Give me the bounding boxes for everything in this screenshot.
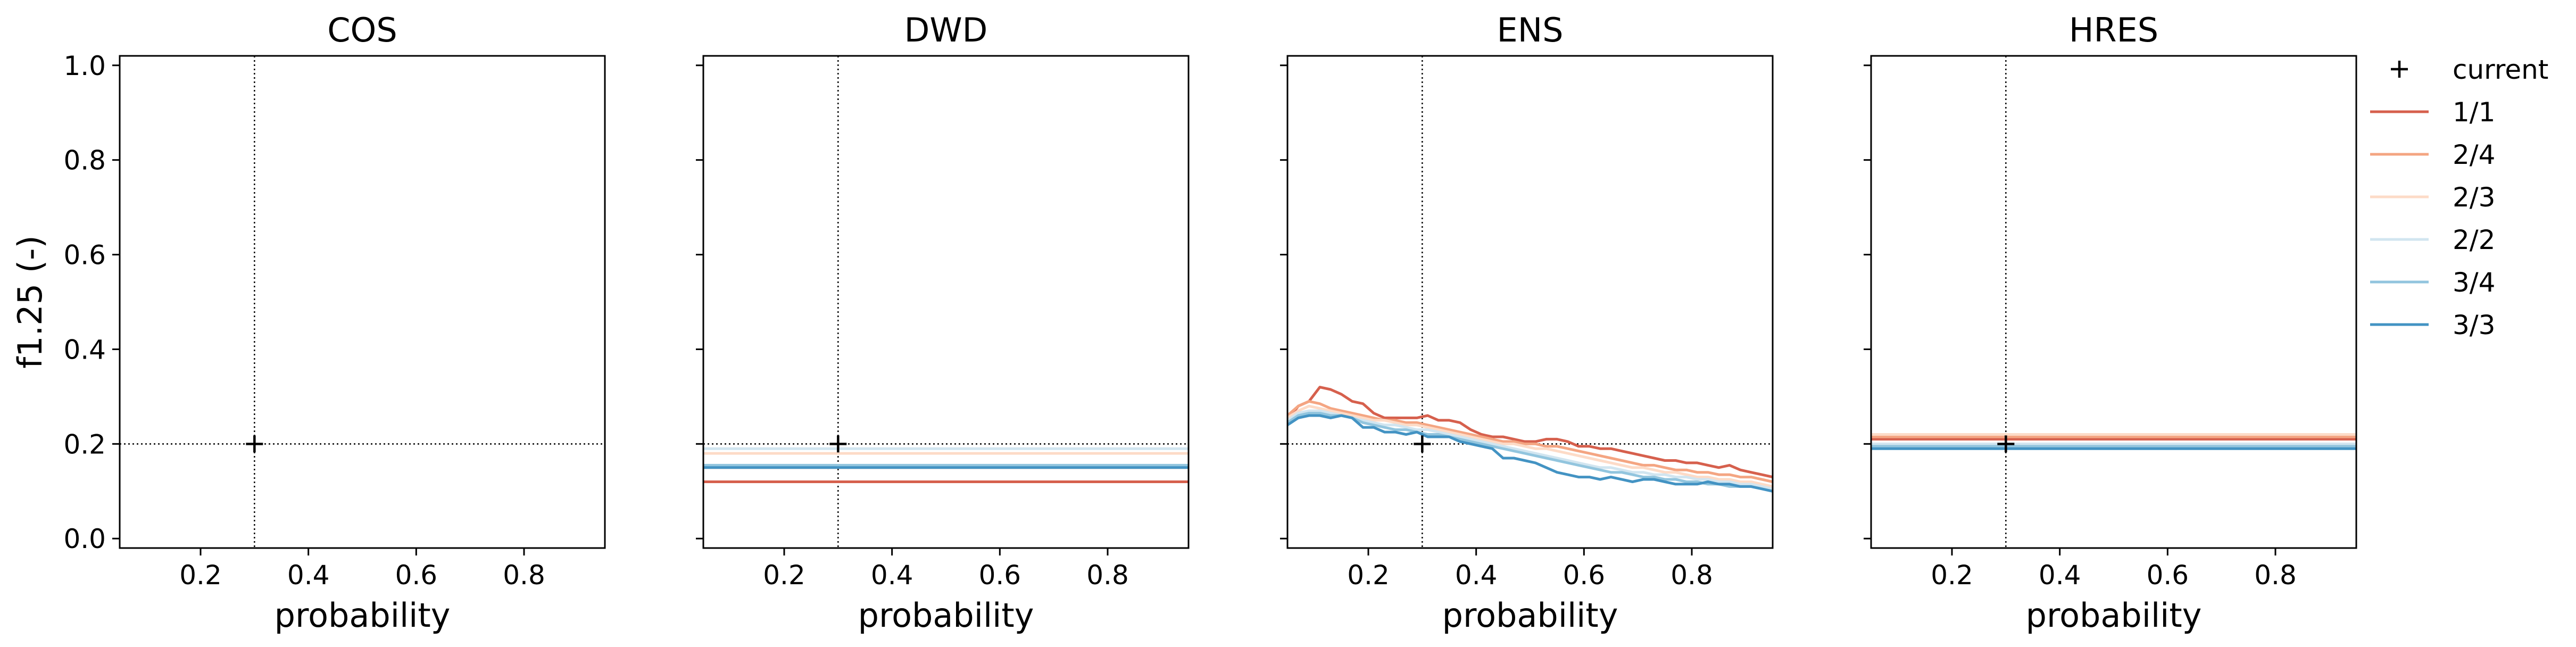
series-group	[703, 447, 1189, 483]
legend-label: 3/4	[2453, 267, 2495, 298]
panel-dwd: 0.2 0.4 0.6 0.8 DWD probability	[696, 11, 1190, 635]
current-marker	[829, 435, 847, 453]
x-axis-label: probability	[1442, 596, 1618, 635]
panel-title: COS	[327, 11, 397, 49]
current-marker	[246, 435, 263, 453]
legend-label: current	[2453, 54, 2548, 85]
legend-label: 2/3	[2453, 182, 2495, 213]
x-tick-label: 0.8	[503, 560, 545, 591]
plot-frame	[702, 55, 1190, 549]
series-group	[1871, 433, 2356, 450]
y-tick-label: 0.2	[63, 429, 106, 460]
x-tick-label: 0.6	[2147, 560, 2189, 591]
legend-entry: 2/3	[2370, 182, 2495, 213]
x-axis-label: probability	[2026, 596, 2202, 635]
panel-cos: 0.2 0.4 0.6 0.8 0.0 0.2 0.4 0.6 0.8 1.0 COS probabi…	[11, 11, 606, 635]
legend-entry: 1/1	[2370, 97, 2495, 128]
x-tick-label: 0.2	[1347, 560, 1390, 591]
series-line-3-4	[1287, 412, 1773, 493]
panel-title: ENS	[1497, 11, 1564, 49]
legend: current 1/1 2/4 2/3 2/2 3/4 3/3	[2370, 54, 2548, 341]
y-tick-label: 0.8	[63, 145, 106, 176]
x-tick-label: 0.8	[2254, 560, 2297, 591]
series-line-2-2	[1287, 409, 1773, 491]
legend-label: 2/2	[2453, 225, 2495, 255]
legend-entry: 3/3	[2370, 310, 2495, 341]
y-tick-label: 0.0	[63, 524, 106, 554]
x-axis-label: probability	[275, 596, 451, 635]
current-marker	[1997, 435, 2015, 453]
panels: 0.2 0.4 0.6 0.8 0.0 0.2 0.4 0.6 0.8 1.0 COS probabi…	[11, 11, 2357, 635]
x-tick-label: 0.6	[979, 560, 1021, 591]
series-line-2-4	[1287, 400, 1773, 483]
panel-title: HRES	[2069, 11, 2158, 49]
x-tick-label: 0.4	[1455, 560, 1498, 591]
plot-frame	[1286, 55, 1774, 549]
y-tick-label: 1.0	[63, 51, 106, 81]
legend-label: 2/4	[2453, 139, 2495, 170]
legend-entry: 3/4	[2370, 267, 2495, 298]
current-marker	[1414, 435, 1431, 453]
legend-entry: 2/2	[2370, 225, 2495, 255]
y-axis-label: f1.25 (-)	[11, 235, 49, 368]
x-tick-label: 0.2	[1931, 560, 1973, 591]
plot-frame	[1870, 55, 2357, 549]
x-tick-label: 0.8	[1086, 560, 1129, 591]
legend-label: 3/3	[2453, 310, 2495, 341]
x-tick-label: 0.8	[1671, 560, 1713, 591]
x-tick-label: 0.2	[763, 560, 805, 591]
x-tick-label: 0.4	[2039, 560, 2081, 591]
x-tick-label: 0.4	[871, 560, 913, 591]
x-axis-label: probability	[858, 596, 1034, 635]
panel-ens: 0.2 0.4 0.6 0.8 ENS probability	[1280, 11, 1774, 635]
x-tick-label: 0.2	[179, 560, 222, 591]
y-tick-label: 0.6	[63, 240, 106, 271]
series-line-1-1	[1287, 386, 1773, 479]
y-tick-label: 0.4	[63, 334, 106, 365]
series-line-3-3	[1287, 414, 1773, 493]
x-tick-label: 0.6	[395, 560, 438, 591]
x-tick-label: 0.4	[287, 560, 330, 591]
legend-entry: 2/4	[2370, 139, 2495, 170]
plot-frame	[119, 55, 606, 549]
panel-hres: 0.2 0.4 0.6 0.8 HRES probability	[1864, 11, 2357, 635]
panel-title: DWD	[904, 11, 988, 49]
legend-label: 1/1	[2453, 97, 2495, 128]
legend-entry: current	[2391, 54, 2548, 85]
series-group	[1287, 386, 1773, 493]
series-line-2-3	[1287, 404, 1773, 488]
x-tick-label: 0.6	[1563, 560, 1606, 591]
